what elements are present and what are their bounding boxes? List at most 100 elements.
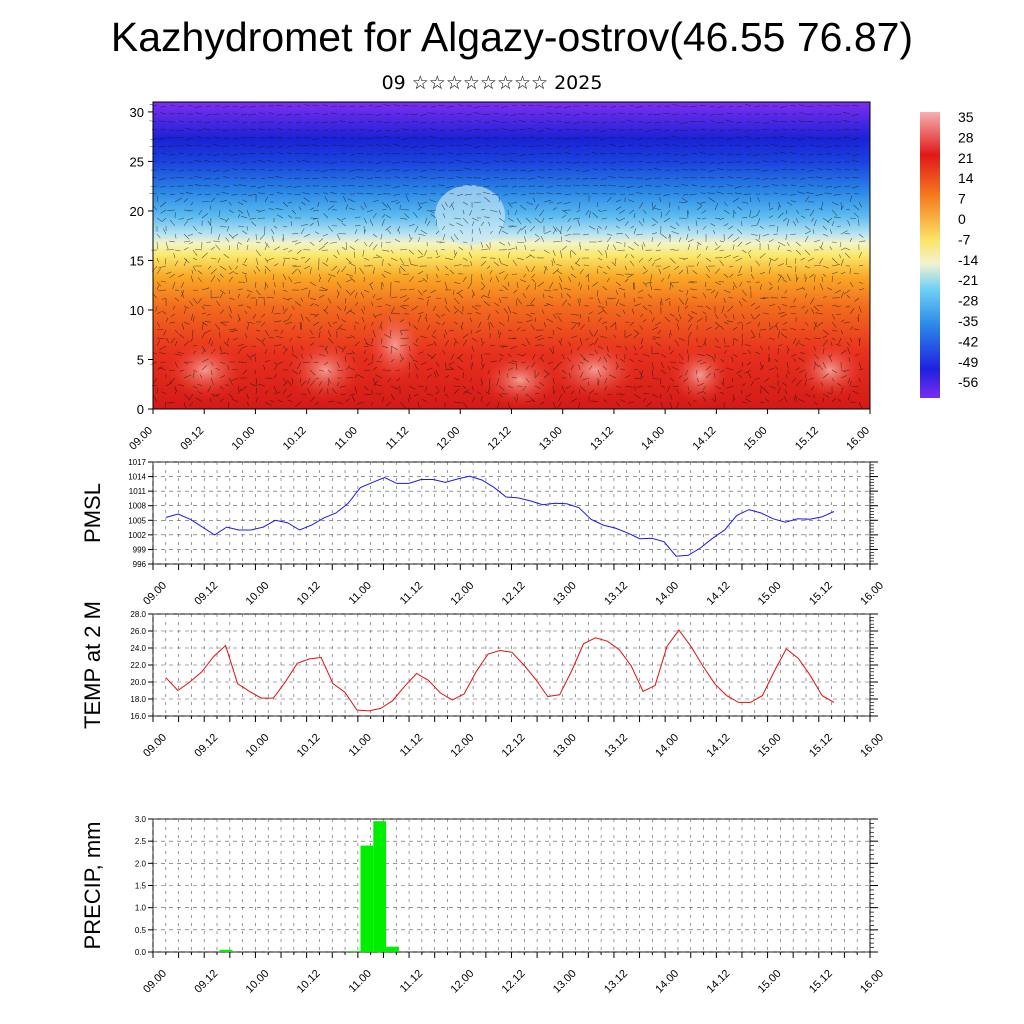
xtick-label: 12.12 xyxy=(500,732,528,760)
page-subtitle: 09 ☆☆☆☆☆☆☆☆ 2025 xyxy=(381,72,603,94)
section-xtick-label: 12.00 xyxy=(434,425,462,453)
colorbar-gradient xyxy=(920,112,940,398)
colorbar-label: -35 xyxy=(958,313,978,329)
xtick-label: 13.12 xyxy=(602,968,630,996)
xtick-label: 11.12 xyxy=(398,580,425,607)
ytick-label: 1.0 xyxy=(135,904,147,913)
section-xtick-label: 09.00 xyxy=(127,425,155,453)
precip-panel: 0.0 0.5 1.0 1.5 2.0 2.5 3.0 09.00 09.12 10.00 10.1… xyxy=(80,815,886,996)
xtick-label: 10.00 xyxy=(244,732,272,760)
page-title: Kazhydromet for Algazy-ostrov(46.55 76.8… xyxy=(110,14,914,60)
colorbar-label: -49 xyxy=(958,354,978,370)
xtick-label: 14.12 xyxy=(705,580,733,608)
section-ytick-label: 25 xyxy=(130,154,144,169)
section-xtick-label: 15.12 xyxy=(793,425,821,453)
xtick-label: 16.00 xyxy=(858,580,886,608)
xtick-label: 09.12 xyxy=(192,580,220,608)
xtick-label: 10.12 xyxy=(295,732,323,760)
ytick-label: 26.0 xyxy=(130,627,146,636)
temp-panel: 16.0 18.0 20.0 22.0 24.0 26.0 28.0 09.00 09.12 10… xyxy=(80,601,886,760)
section-xtick-label: 14.00 xyxy=(639,425,667,453)
xtick-label: 11.00 xyxy=(347,732,374,759)
xtick-label: 11.00 xyxy=(347,968,374,995)
xtick-label: 09.00 xyxy=(141,968,169,996)
ytick-label: 1002 xyxy=(128,531,146,540)
ytick-label: 3.0 xyxy=(135,815,147,824)
warm-cell xyxy=(670,345,730,405)
colorbar-label: -56 xyxy=(958,374,978,390)
warm-cell xyxy=(287,338,363,402)
colorbar-label: 7 xyxy=(958,191,966,207)
xtick-label: 13.00 xyxy=(551,580,579,608)
warm-cell xyxy=(480,352,560,408)
xtick-label: 16.00 xyxy=(858,968,886,996)
pmsl-line xyxy=(165,475,835,557)
precip-bar xyxy=(347,951,361,952)
xtick-label: 12.00 xyxy=(448,732,476,760)
xtick-label: 15.12 xyxy=(807,968,835,996)
xtick-label: 14.00 xyxy=(653,968,681,996)
section-xtick-label: 13.00 xyxy=(537,425,565,453)
section-xtick-label: 14.12 xyxy=(691,425,719,453)
xtick-label: 09.00 xyxy=(141,732,169,760)
xtick-label: 09.12 xyxy=(192,732,220,760)
xtick-label: 10.12 xyxy=(295,968,323,996)
colorbar-label: -7 xyxy=(958,231,971,247)
xtick-label: 11.00 xyxy=(347,580,374,607)
section-xtick-label: 10.00 xyxy=(230,425,258,453)
ytick-label: 996 xyxy=(133,560,147,569)
temp-line xyxy=(165,629,835,712)
ytick-label: 2.0 xyxy=(135,859,147,868)
colorbar-label: 28 xyxy=(958,129,974,145)
section-xtick-label: 12.12 xyxy=(486,425,514,453)
colorbar-label: 14 xyxy=(958,170,974,186)
xtick-label: 12.12 xyxy=(500,580,528,608)
xtick-label: 12.12 xyxy=(500,968,528,996)
precip-bar xyxy=(360,845,374,952)
panel-ylabel: TEMP at 2 M xyxy=(80,601,105,729)
warm-cell xyxy=(795,340,865,400)
ytick-label: 2.5 xyxy=(135,837,147,846)
xtick-label: 13.00 xyxy=(551,732,579,760)
pmsl-panel: 996 999 1002 1005 1008 1011 1014 1017 09.00 09.12… xyxy=(80,458,886,608)
xtick-label: 10.00 xyxy=(244,580,272,608)
colorbar-label: -14 xyxy=(958,252,978,268)
xtick-label: 15.12 xyxy=(807,580,835,608)
precip-bar xyxy=(373,821,387,952)
xtick-label: 14.12 xyxy=(705,732,733,760)
xtick-label: 12.00 xyxy=(448,580,476,608)
section-ytick-label: 5 xyxy=(137,352,144,367)
xtick-label: 12.00 xyxy=(448,968,476,996)
section-xtick-label: 16.00 xyxy=(844,425,872,453)
xtick-label: 13.00 xyxy=(551,968,579,996)
ytick-label: 999 xyxy=(133,545,147,554)
cold-cell xyxy=(435,185,505,245)
section-xtick-label: 15.00 xyxy=(742,425,770,453)
ytick-label: 1005 xyxy=(128,516,146,525)
precip-bar xyxy=(219,949,233,952)
ytick-label: 18.0 xyxy=(130,695,146,704)
xtick-label: 16.00 xyxy=(858,732,886,760)
colorbar-label: 35 xyxy=(958,109,974,125)
ytick-label: 1014 xyxy=(128,473,146,482)
ytick-label: 1008 xyxy=(128,502,146,511)
section-xtick-label: 10.12 xyxy=(281,425,309,453)
section-ytick-label: 0 xyxy=(137,402,144,417)
section-ytick-label: 30 xyxy=(130,105,144,120)
colorbar-label: 0 xyxy=(958,211,966,227)
xtick-label: 15.12 xyxy=(807,732,835,760)
xtick-label: 14.00 xyxy=(653,580,681,608)
ytick-label: 20.0 xyxy=(130,678,146,687)
colorbar-label: -42 xyxy=(958,333,978,349)
xtick-label: 11.12 xyxy=(398,968,425,995)
colorbar-label: -21 xyxy=(958,272,978,288)
section-xtick-label: 11.12 xyxy=(384,425,411,452)
xtick-label: 14.00 xyxy=(653,732,681,760)
ytick-label: 28.0 xyxy=(130,610,146,619)
precip-bar xyxy=(386,946,399,952)
panel-ylabel: PRECIP, mm xyxy=(80,822,105,950)
section-xtick-label: 09.12 xyxy=(178,425,206,453)
xtick-label: 15.00 xyxy=(756,968,784,996)
ytick-label: 1.5 xyxy=(135,882,147,891)
